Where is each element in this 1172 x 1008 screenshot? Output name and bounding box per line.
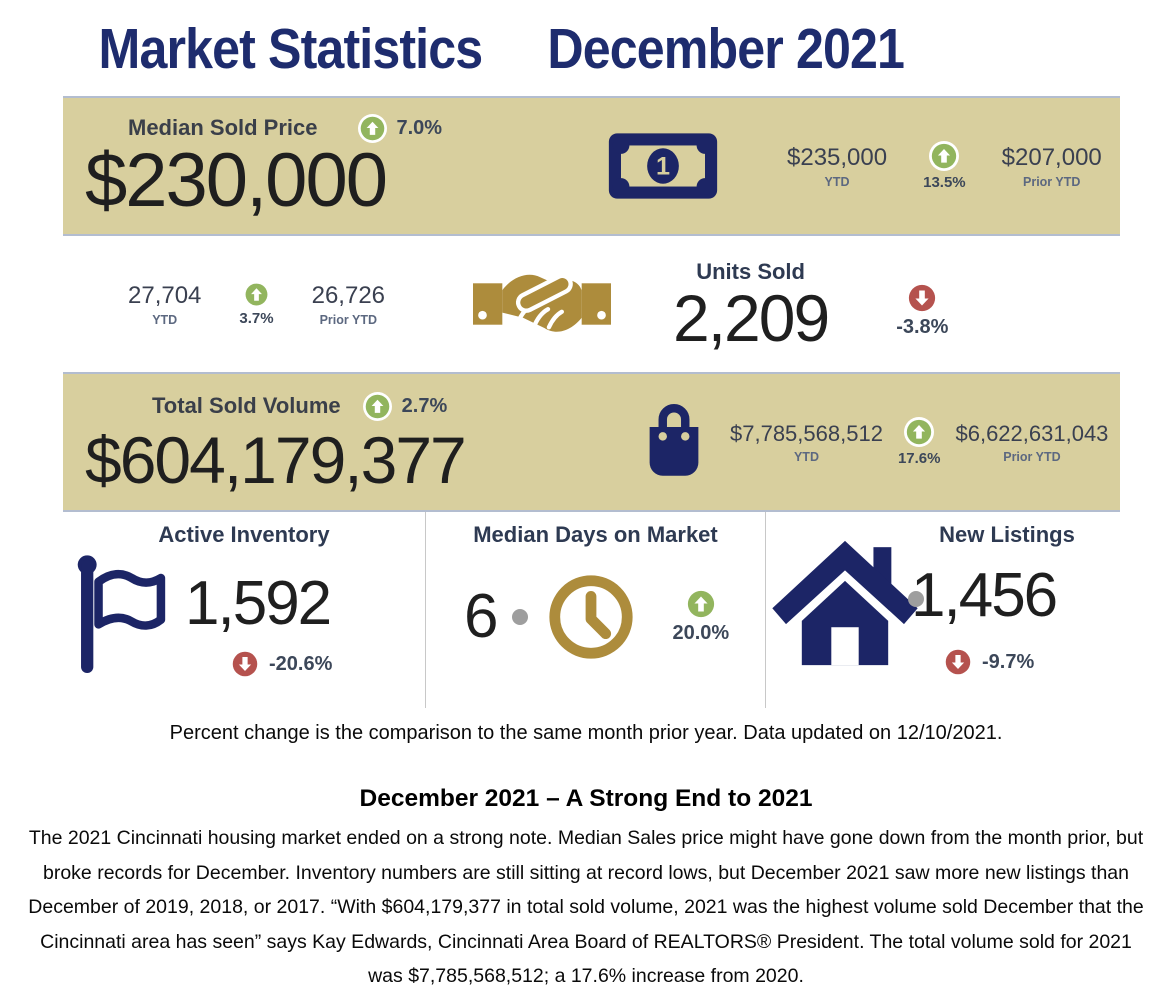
prior-ytd-label: Prior YTD	[1023, 174, 1081, 189]
median-sold-price-ytd-value: $235,000	[787, 143, 888, 171]
median-sold-price-label: Median Sold Price	[128, 115, 318, 140]
svg-text:1: 1	[656, 152, 670, 180]
article-body: The 2021 Cincinnati housing market ended…	[28, 827, 1144, 987]
median-days-on-market-value: 6	[464, 582, 499, 651]
new-listings-change: -9.7%	[982, 650, 1035, 673]
footnote: Percent change is the comparison to the …	[169, 722, 1003, 744]
page-title-right: December 2021	[547, 17, 905, 81]
median-sold-price-change: 7.0%	[396, 116, 443, 139]
down-arrow-icon	[945, 649, 971, 675]
active-inventory-value: 1,592	[185, 569, 332, 638]
down-arrow-icon	[232, 651, 258, 677]
page-title-left: Market Statistics	[98, 17, 484, 81]
prior-ytd-label: Prior YTD	[1003, 449, 1061, 464]
median-days-on-market-change: 20.0%	[672, 622, 730, 644]
active-inventory-label: Active Inventory	[158, 522, 330, 547]
units-sold-prior-value: 26,726	[311, 281, 386, 309]
median-sold-price-value: $230,000	[85, 137, 388, 223]
dot-separator	[512, 609, 529, 625]
article-heading: December 2021 – A Strong End to 2021	[359, 785, 813, 812]
total-sold-volume-prior-value: $6,622,631,043	[955, 420, 1109, 446]
median-sold-price-section: Median Sold Price 7.0% $230,000 1 $2	[63, 96, 1120, 236]
dot-separator	[908, 591, 924, 607]
total-sold-volume-section: Total Sold Volume 2.7% $604,179,377 $7,7…	[63, 372, 1120, 512]
shopping-bag-icon	[649, 404, 699, 476]
ytd-label: YTD	[793, 449, 819, 464]
active-inventory-card: Active Inventory 1,592 -20.6%	[63, 512, 425, 708]
units-sold-value: 2,209	[673, 281, 830, 355]
prior-ytd-label: Prior YTD	[319, 312, 378, 327]
page-title: Market Statistics December 2021	[0, 0, 1031, 82]
money-bill-icon: 1	[608, 133, 718, 199]
units-sold-section: 27,704 YTD 3.7% 26,726 Prior YTD	[63, 236, 1120, 372]
up-arrow-icon	[904, 417, 935, 447]
handshake-icon	[473, 273, 612, 332]
down-arrow-icon	[909, 284, 936, 312]
up-arrow-icon	[244, 281, 269, 307]
units-sold-label: Units Sold	[696, 259, 805, 284]
bottom-stats-row: Active Inventory 1,592 -20.6% Median Day…	[63, 512, 1120, 708]
new-listings-label: New Listings	[939, 522, 1075, 547]
median-sold-price-ytd-change: 13.5%	[923, 174, 966, 191]
total-sold-volume-ytd-value: $7,785,568,512	[730, 420, 883, 446]
up-arrow-icon	[929, 141, 960, 171]
median-days-on-market-card: Median Days on Market 6 20.0%	[425, 512, 765, 708]
units-sold-ytd-value: 27,704	[128, 281, 202, 309]
ytd-label: YTD	[152, 312, 178, 327]
median-sold-price-prior-value: $207,000	[1001, 143, 1102, 171]
flag-icon	[77, 555, 166, 674]
median-days-on-market-label: Median Days on Market	[473, 522, 718, 547]
clock-icon	[549, 575, 634, 659]
total-sold-volume-value: $604,179,377	[85, 422, 467, 497]
total-sold-volume-label: Total Sold Volume	[152, 393, 341, 418]
total-sold-volume-ytd-change: 17.6%	[897, 450, 941, 467]
total-sold-volume-change: 2.7%	[401, 394, 448, 417]
house-icon	[772, 540, 918, 666]
up-arrow-icon	[357, 113, 387, 143]
up-arrow-icon	[685, 589, 716, 619]
ytd-label: YTD	[824, 174, 850, 189]
up-arrow-icon	[362, 391, 392, 421]
new-listings-card: New Listings 1,456 -9.7%	[765, 512, 1120, 708]
units-sold-change: -3.8%	[896, 316, 949, 338]
active-inventory-change: -20.6%	[269, 652, 333, 675]
units-sold-ytd-change: 3.7%	[239, 309, 274, 327]
new-listings-value: 1,456	[911, 561, 1058, 630]
